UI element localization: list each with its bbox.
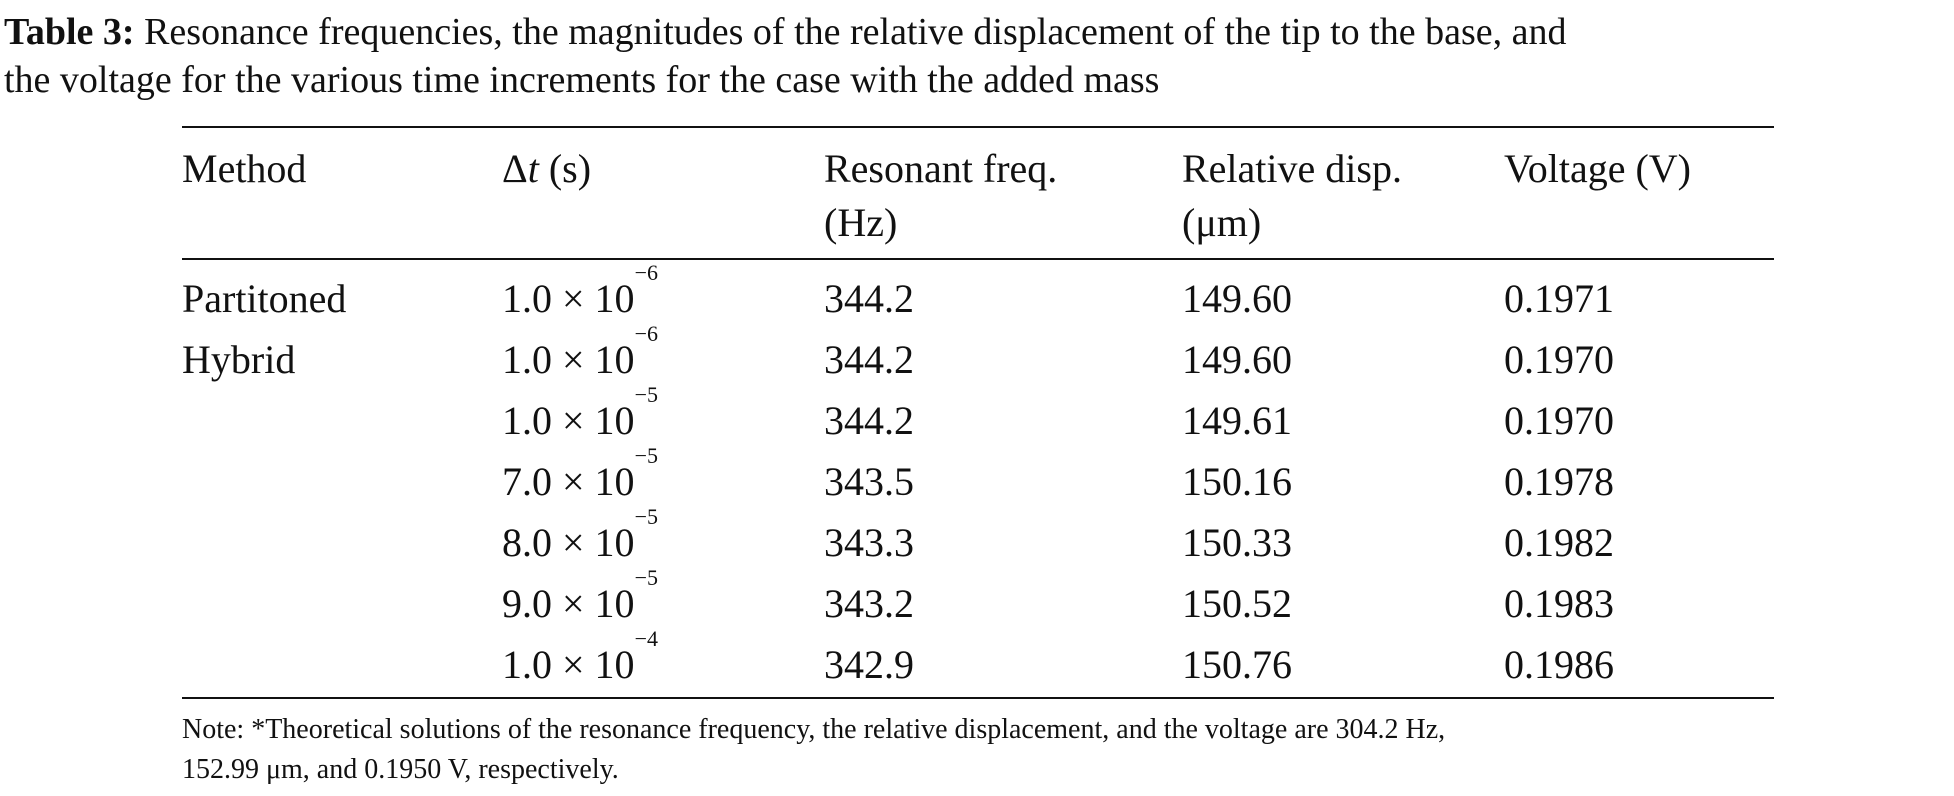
table-bottom-rule <box>182 697 1774 699</box>
table-cell-voltage: 0.1983 <box>1504 581 1614 626</box>
header-disp-line-2: (μm) <box>1182 200 1262 245</box>
table-cell-dt: 1.0 × 10−6 <box>502 323 658 390</box>
caption-line-1: Table 3: Resonance frequencies, the magn… <box>4 8 1950 56</box>
header-time-increment: Δt (s) <box>502 142 591 196</box>
table-cell-disp: 150.52 <box>1182 581 1292 626</box>
table-cell-voltage: 0.1986 <box>1504 642 1614 687</box>
header-dt-unit: (s) <box>538 146 592 191</box>
table-cell-dt: 7.0 × 10−5 <box>502 445 658 512</box>
table-cell-freq: 343.3 <box>824 520 914 565</box>
dt-base: 1.0 × 10 <box>502 398 635 443</box>
table-cell-voltage: 0.1982 <box>1504 520 1614 565</box>
table-cell-freq: 344.2 <box>824 276 914 321</box>
table-cell-voltage: 0.1970 <box>1504 398 1614 443</box>
table-cell-freq: 344.2 <box>824 337 914 382</box>
table-cell-voltage: 0.1978 <box>1504 459 1614 504</box>
header-resonant-freq: Resonant freq. (Hz) <box>824 142 1057 250</box>
header-freq-line-1: Resonant freq. <box>824 146 1058 191</box>
table-cell-dt: 1.0 × 10−4 <box>502 628 658 695</box>
table-cell-disp: 150.76 <box>1182 642 1292 687</box>
dt-base: 8.0 × 10 <box>502 520 635 565</box>
caption-label: Table 3: <box>4 11 135 53</box>
header-disp-line-1: Relative disp. <box>1182 146 1402 191</box>
dt-base: 1.0 × 10 <box>502 642 635 687</box>
table-cell-disp: 149.60 <box>1182 337 1292 382</box>
dt-exponent: −5 <box>634 504 658 529</box>
table-cell-freq: 343.5 <box>824 459 914 504</box>
table-cell-freq: 343.2 <box>824 581 914 626</box>
caption-text-2: the voltage for the various time increme… <box>4 59 1160 101</box>
table-cell-voltage: 0.1970 <box>1504 337 1614 382</box>
note-line-1: Note: *Theoretical solutions of the reso… <box>182 714 1446 745</box>
table-cell-dt: 1.0 × 10−5 <box>502 384 658 451</box>
table-cell-dt: 1.0 × 10−6 <box>502 262 658 329</box>
table-cell-dt: 9.0 × 10−5 <box>502 567 658 634</box>
dt-exponent: −5 <box>634 382 658 407</box>
table-top-rule <box>182 126 1774 128</box>
method-cell-line-1: Partitoned <box>182 276 347 321</box>
table-cell-freq: 344.2 <box>824 398 914 443</box>
table-cell-voltage: 0.1971 <box>1504 276 1614 321</box>
table-cell-disp: 150.16 <box>1182 459 1292 504</box>
table-header-rule <box>182 258 1774 260</box>
table-cell-freq: 342.9 <box>824 642 914 687</box>
header-relative-disp: Relative disp. (μm) <box>1182 142 1402 250</box>
table-cell-dt: 8.0 × 10−5 <box>502 506 658 573</box>
note-line-2: 152.99 μm, and 0.1950 V, respectively. <box>182 754 619 785</box>
header-t-variable: t <box>527 146 539 191</box>
header-voltage: Voltage (V) <box>1504 146 1691 191</box>
dt-exponent: −5 <box>634 565 658 590</box>
dt-base: 9.0 × 10 <box>502 581 635 626</box>
table-caption: Table 3: Resonance frequencies, the magn… <box>4 8 1950 104</box>
dt-base: 1.0 × 10 <box>502 337 635 382</box>
header-method: Method <box>182 146 307 191</box>
dt-exponent: −5 <box>634 443 658 468</box>
table-cell-disp: 149.60 <box>1182 276 1292 321</box>
dt-base: 7.0 × 10 <box>502 459 635 504</box>
table-note: Note: *Theoretical solutions of the reso… <box>182 710 1782 790</box>
dt-exponent: −6 <box>634 321 658 346</box>
method-cell-line-2: Hybrid <box>182 337 296 382</box>
dt-base: 1.0 × 10 <box>502 276 635 321</box>
table-cell-disp: 149.61 <box>1182 398 1292 443</box>
table-cell-disp: 150.33 <box>1182 520 1292 565</box>
caption-text-1: Resonance frequencies, the magnitudes of… <box>144 11 1567 53</box>
dt-exponent: −4 <box>634 626 658 651</box>
header-delta-symbol: Δ <box>502 146 528 191</box>
dt-exponent: −6 <box>634 260 658 285</box>
header-freq-line-2: (Hz) <box>824 200 898 245</box>
